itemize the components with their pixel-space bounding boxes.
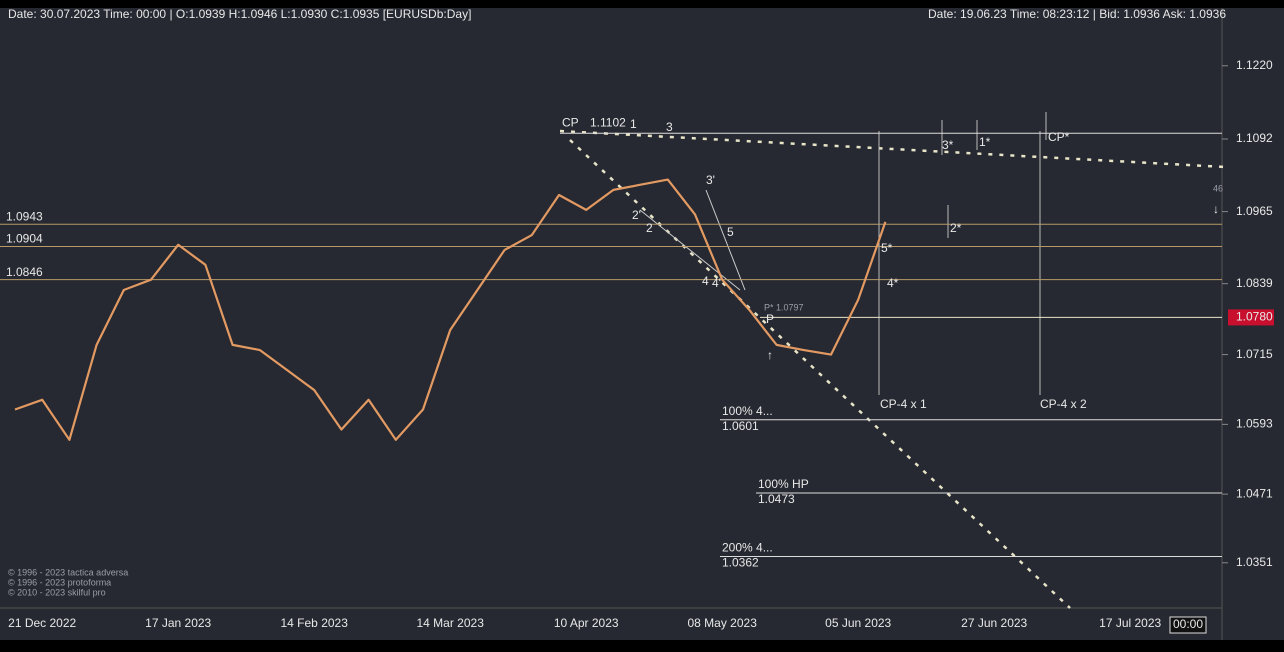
y-tick-label: 1.0965 <box>1236 204 1273 218</box>
target-value: 1.0362 <box>722 556 759 570</box>
wave-label: P <box>766 312 774 326</box>
x-tick-label: 05 Jun 2023 <box>825 616 891 630</box>
wave-label: 3* <box>942 138 954 152</box>
plot-background <box>0 8 1284 640</box>
wave-label: ↓ <box>1213 202 1219 216</box>
x-tick-label: 27 Jun 2023 <box>961 616 1027 630</box>
price-line <box>14 178 887 441</box>
wave-label: 2 <box>646 221 653 235</box>
x-tick-label: 14 Feb 2023 <box>281 616 349 630</box>
x-tick-label: 14 Mar 2023 <box>417 616 485 630</box>
target-title: 200% 4... <box>722 541 773 555</box>
target-value: 1.0473 <box>758 492 795 506</box>
y-tick-label: 1.0471 <box>1236 486 1273 500</box>
x-tick-label: 17 Jul 2023 <box>1099 616 1161 630</box>
down-trend-dotted <box>569 139 1071 609</box>
copyright: © 1996 - 2023 tactica adversa <box>8 567 128 577</box>
wave-label: CP-4 x 1 <box>880 397 927 411</box>
wave-label: 2* <box>950 221 962 235</box>
header-right: Date: 19.06.23 Time: 08:23:12 | Bid: 1.0… <box>928 7 1226 21</box>
y-tick-label: 1.1220 <box>1236 58 1273 72</box>
wave-label: P* 1.0797 <box>764 302 804 312</box>
wave-label: 4 <box>702 274 709 288</box>
time-box-label: 00:00 <box>1173 617 1203 631</box>
y-tick-label: 1.0715 <box>1236 347 1273 361</box>
wave-label: 3 <box>666 120 673 134</box>
x-tick-label: 17 Jan 2023 <box>145 616 211 630</box>
x-tick-label: 08 May 2023 <box>688 616 758 630</box>
copyright: © 1996 - 2023 protoforma <box>8 577 111 587</box>
wave-label: 4* <box>887 276 899 290</box>
cp-value: 1.1102 <box>590 115 626 129</box>
wave-label: 2' <box>632 208 641 222</box>
wave-label: 5* <box>881 241 893 255</box>
wave-label: 5 <box>727 225 734 239</box>
wave-label: CP* <box>1048 130 1070 144</box>
target-title: 100% HP <box>758 477 809 491</box>
level-label: 1.0904 <box>6 232 43 246</box>
wave-label: ↑ <box>767 348 773 362</box>
header-left: Date: 30.07.2023 Time: 00:00 | O:1.0939 … <box>8 7 471 21</box>
x-tick-label: 10 Apr 2023 <box>554 616 619 630</box>
time-box <box>1169 616 1207 634</box>
cp-trend-dotted <box>559 129 1226 169</box>
copyright: © 2010 - 2023 skilful pro <box>8 587 106 597</box>
target-title: 100% 4... <box>722 404 773 418</box>
wave-line <box>639 209 741 291</box>
x-tick-label: 21 Dec 2022 <box>8 616 76 630</box>
level-label: 1.0846 <box>6 265 43 279</box>
wave-label: 1* <box>979 135 991 149</box>
wave-label: 46 <box>1213 183 1223 193</box>
y-tick-label: 1.0351 <box>1236 555 1273 569</box>
cp-title: CP <box>562 115 579 129</box>
y-tick-label: 1.1092 <box>1236 131 1273 145</box>
y-tick-label: 1.0839 <box>1236 276 1273 290</box>
current-price-box <box>1228 309 1274 326</box>
y-tick-label: 1.0593 <box>1236 417 1273 431</box>
wave-label: 4' <box>712 276 721 290</box>
wave-label: CP-4 x 2 <box>1040 397 1087 411</box>
wave-line <box>705 189 746 291</box>
level-label: 1.0943 <box>6 209 43 223</box>
wave-label: 3' <box>706 173 715 187</box>
wave-label: 1 <box>630 117 637 131</box>
current-price-label: 1.0780 <box>1236 310 1273 324</box>
target-value: 1.0601 <box>722 419 759 433</box>
